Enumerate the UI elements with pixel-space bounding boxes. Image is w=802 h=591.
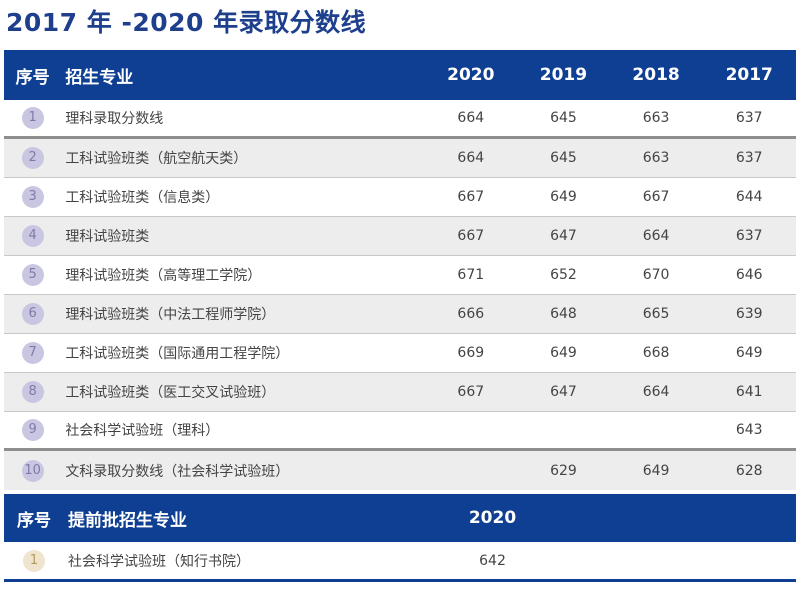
header-year-2019: 2019: [539, 65, 588, 85]
score-2019: 652: [550, 267, 577, 283]
score-2020: 669: [457, 345, 485, 361]
score-2018: 664: [642, 228, 670, 244]
score-2017: 637: [735, 228, 763, 244]
header-year-2018: 2018: [632, 65, 680, 85]
score-2017: 639: [735, 306, 763, 322]
score-2020: 667: [457, 384, 485, 400]
score-2019: 649: [550, 345, 577, 361]
score-2020: 667: [457, 228, 485, 244]
score-2017: 637: [735, 110, 763, 126]
header-year-2020: 2020: [447, 65, 495, 85]
table-row: 10 文科录取分数线（社会科学试验班） 629 649 628: [4, 451, 796, 490]
major-name: 理科录取分数线: [65, 111, 164, 127]
major-name: 理科试验班类（高等理工学院）: [65, 268, 262, 284]
table-row: 8 工科试验班类（医工交叉试验班） 667 647 664 641: [4, 373, 796, 412]
table-row: 2 工科试验班类（航空航天类） 664 645 663 637: [4, 139, 796, 178]
score-2020: 642: [479, 552, 506, 569]
score-2020: 664: [457, 110, 485, 126]
score-2019: 647: [550, 228, 577, 244]
score-2017: 637: [735, 150, 763, 166]
score-2019: 645: [550, 110, 577, 126]
row-index-badge: 5: [21, 264, 44, 286]
score-2017: 643: [735, 422, 763, 438]
major-name: 社会科学试验班（知行书院）: [68, 553, 250, 570]
major-name: 工科试验班类（国际通用工程学院）: [65, 346, 290, 362]
score-2017: 646: [735, 267, 763, 283]
row-index-badge: 9: [21, 419, 44, 441]
table-row: 3 工科试验班类（信息类） 667 649 667 644: [4, 178, 796, 217]
score-2018: 663: [642, 110, 670, 126]
major-name: 工科试验班类（航空航天类）: [65, 151, 248, 167]
score-2017: 644: [735, 189, 763, 205]
score-2020: 671: [457, 267, 485, 283]
table-row: 5 理科试验班类（高等理工学院） 671 652 670 646: [4, 256, 796, 295]
score-2018: 670: [642, 267, 670, 283]
header-index: 序号: [17, 510, 51, 531]
major-name: 理科试验班类（中法工程师学院）: [65, 307, 276, 323]
row-index-badge: 10: [21, 459, 44, 482]
header-early-batch-major: 提前批招生专业: [68, 510, 187, 531]
header-index: 序号: [15, 67, 50, 88]
score-2019: 645: [550, 150, 577, 166]
table-row: 7 工科试验班类（国际通用工程学院） 669 649 668 649: [4, 334, 796, 373]
score-2019: 647: [550, 384, 577, 400]
header-year-2017: 2017: [725, 65, 773, 85]
score-2017: 649: [735, 345, 763, 361]
score-2018: 664: [642, 384, 670, 400]
table-row: 1 理科录取分数线 664 645 663 637: [4, 100, 796, 139]
score-2018: 665: [642, 306, 670, 322]
score-2018: 668: [642, 345, 670, 361]
major-name: 社会科学试验班（理科）: [65, 423, 220, 439]
score-2019: 649: [550, 189, 577, 205]
score-2019: 648: [550, 306, 577, 322]
row-index-badge: 3: [21, 186, 44, 208]
row-index-badge: 1: [23, 549, 45, 572]
page-title: 2017 年 -2020 年录取分数线: [6, 8, 367, 37]
early-batch-table-header: 序号 提前批招生专业 2020: [4, 494, 796, 542]
early-batch-table-body: 1 社会科学试验班（知行书院） 642: [4, 542, 796, 582]
major-name: 工科试验班类（信息类）: [65, 190, 220, 206]
row-index-badge: 4: [21, 225, 44, 247]
row-index-badge: 2: [21, 147, 44, 169]
row-index-badge: 1: [21, 107, 44, 129]
score-2020: 664: [457, 150, 485, 166]
table-row: 1 社会科学试验班（知行书院） 642: [4, 542, 796, 582]
major-name: 工科试验班类（医工交叉试验班）: [65, 385, 276, 401]
row-index-badge: 8: [21, 381, 44, 403]
main-table-header: 序号 招生专业 2020 2019 2018 2017: [4, 50, 796, 100]
table-row: 9 社会科学试验班（理科） 643: [4, 412, 796, 451]
score-2017: 628: [735, 462, 763, 479]
score-2020: 666: [457, 306, 485, 322]
score-2020: 667: [457, 189, 485, 205]
score-2017: 641: [735, 384, 763, 400]
header-year-2020: 2020: [468, 508, 517, 528]
score-2018: 667: [642, 189, 670, 205]
header-major: 招生专业: [65, 67, 134, 88]
row-index-badge: 6: [21, 303, 44, 325]
score-2018: 649: [642, 462, 670, 479]
row-index-badge: 7: [21, 342, 44, 364]
main-table-body: 1 理科录取分数线 664 645 663 637 2 工科试验班类（航空航天类…: [4, 100, 796, 490]
table-row: 4 理科试验班类 667 647 664 637: [4, 217, 796, 256]
major-name: 文科录取分数线（社会科学试验班）: [65, 463, 290, 480]
score-2018: 663: [642, 150, 670, 166]
score-2019: 629: [550, 462, 577, 479]
major-name: 理科试验班类: [65, 229, 150, 245]
table-row: 6 理科试验班类（中法工程师学院） 666 648 665 639: [4, 295, 796, 334]
